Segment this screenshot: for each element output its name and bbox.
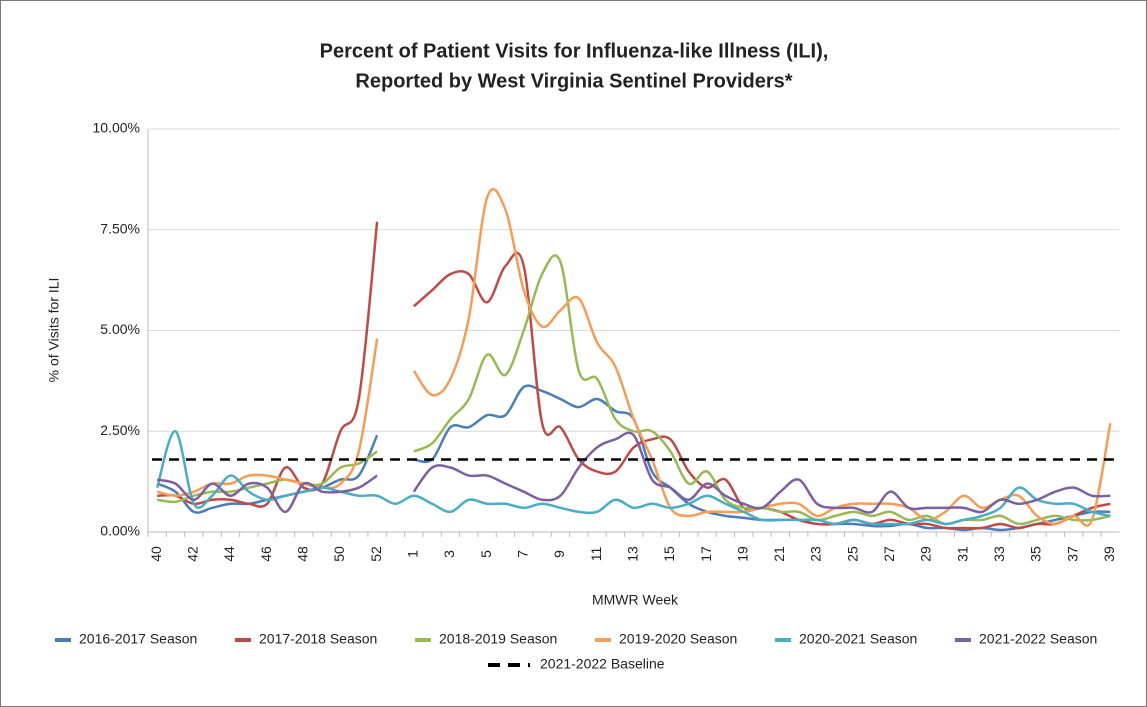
x-tick-label: 7 xyxy=(514,550,530,558)
legend-label: 2021-2022 Season xyxy=(979,631,1097,647)
x-tick-label: 21 xyxy=(771,546,787,562)
x-tick-label: 23 xyxy=(808,546,824,562)
legend-label: 2018-2019 Season xyxy=(439,631,557,647)
x-tick-label: 40 xyxy=(148,546,164,562)
y-tick-label: 5.00% xyxy=(100,321,140,337)
x-tick-label: 35 xyxy=(1028,546,1044,562)
y-tick-label: 2.50% xyxy=(100,422,140,438)
x-tick-label: 42 xyxy=(185,546,201,562)
x-tick-label: 37 xyxy=(1064,546,1080,562)
x-tick-label: 48 xyxy=(295,546,311,562)
chart-title: Reported by West Virginia Sentinel Provi… xyxy=(355,70,792,92)
x-tick-label: 5 xyxy=(478,550,494,558)
x-tick-label: 17 xyxy=(698,546,714,562)
x-tick-label: 46 xyxy=(258,546,274,562)
x-tick-label: 29 xyxy=(918,546,934,562)
chart-title: Percent of Patient Visits for Influenza-… xyxy=(320,40,829,62)
x-tick-label: 3 xyxy=(441,550,457,558)
legend-label: 2017-2018 Season xyxy=(259,631,377,647)
series-line xyxy=(155,429,1111,526)
x-axis-label: MMWR Week xyxy=(592,592,679,608)
x-tick-label: 33 xyxy=(991,546,1007,562)
x-tick-label: 9 xyxy=(551,550,567,558)
y-tick-label: 7.50% xyxy=(100,220,140,236)
series-line xyxy=(156,431,1111,514)
x-tick-label: 39 xyxy=(1101,546,1117,562)
y-axis-label: % of Visits for ILI xyxy=(46,278,62,383)
legend-label: 2016-2017 Season xyxy=(79,631,197,647)
legend-label: 2021-2022 Baseline xyxy=(540,656,665,672)
y-tick-label: 10.00% xyxy=(93,120,140,136)
x-tick-label: 27 xyxy=(881,546,897,562)
x-tick-label: 1 xyxy=(404,550,420,558)
y-tick-label: 0.00% xyxy=(100,523,140,539)
x-tick-label: 25 xyxy=(844,546,860,562)
x-tick-label: 31 xyxy=(954,546,970,562)
legend-label: 2019-2020 Season xyxy=(619,631,737,647)
legend-label: 2020-2021 Season xyxy=(799,631,917,647)
x-tick-label: 13 xyxy=(624,546,640,562)
x-tick-label: 19 xyxy=(734,546,750,562)
x-tick-label: 44 xyxy=(221,546,237,562)
x-tick-label: 15 xyxy=(661,546,677,562)
x-tick-label: 50 xyxy=(331,546,347,562)
x-tick-label: 11 xyxy=(588,547,604,562)
x-tick-label: 52 xyxy=(368,546,384,562)
